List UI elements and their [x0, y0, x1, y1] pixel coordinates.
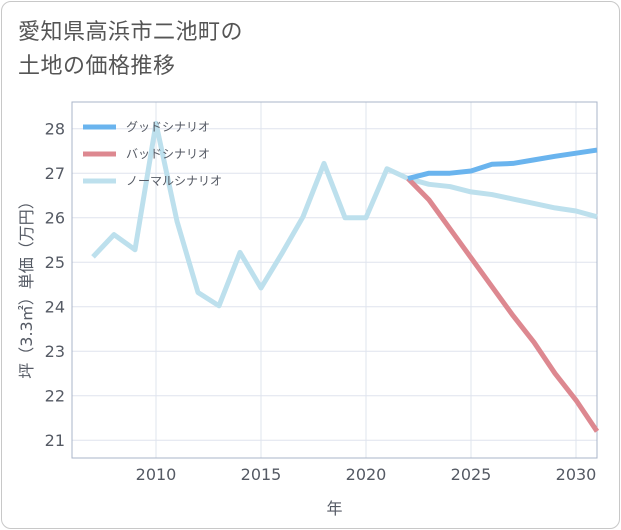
series-lines: [91, 120, 600, 433]
legend-label-normal: ノーマルシナリオ: [126, 174, 222, 188]
chart-title: 愛知県高浜市二池町の 土地の価格推移: [18, 16, 243, 84]
series-line-bad: [406, 176, 600, 433]
y-tick-label: 23: [45, 342, 65, 361]
series-line-good: [407, 147, 598, 181]
y-axis-ticks: 21 22 23 24 25 26 27 28: [45, 120, 65, 451]
series-line-normal: [91, 120, 598, 309]
x-tick-label: 2020: [346, 465, 387, 484]
y-axis-title: 坪（3.3㎡）単価（万円）: [17, 193, 36, 378]
y-tick-label: 21: [45, 431, 65, 450]
y-tick-label: 27: [45, 164, 65, 183]
chart-title-line1: 愛知県高浜市二池町の: [18, 20, 244, 45]
plot-area: [71, 101, 598, 459]
legend-label-bad: バッドシナリオ: [126, 147, 210, 161]
x-axis-title: 年: [326, 499, 342, 518]
x-axis-ticks: 2010 2015 2020 2025 2030: [136, 465, 597, 484]
y-tick-label: 26: [45, 209, 65, 228]
y-tick-label: 24: [45, 298, 65, 317]
x-tick-label: 2025: [451, 465, 492, 484]
x-tick-label: 2030: [556, 465, 597, 484]
y-tick-label: 28: [45, 120, 65, 139]
grid-lines: [72, 102, 597, 458]
legend-label-good: グッドシナリオ: [126, 120, 210, 134]
y-tick-label: 22: [45, 387, 65, 406]
chart-title-line2: 土地の価格推移: [18, 54, 176, 79]
x-tick-label: 2015: [241, 465, 282, 484]
x-tick-label: 2010: [136, 465, 177, 484]
y-tick-label: 25: [45, 253, 65, 272]
